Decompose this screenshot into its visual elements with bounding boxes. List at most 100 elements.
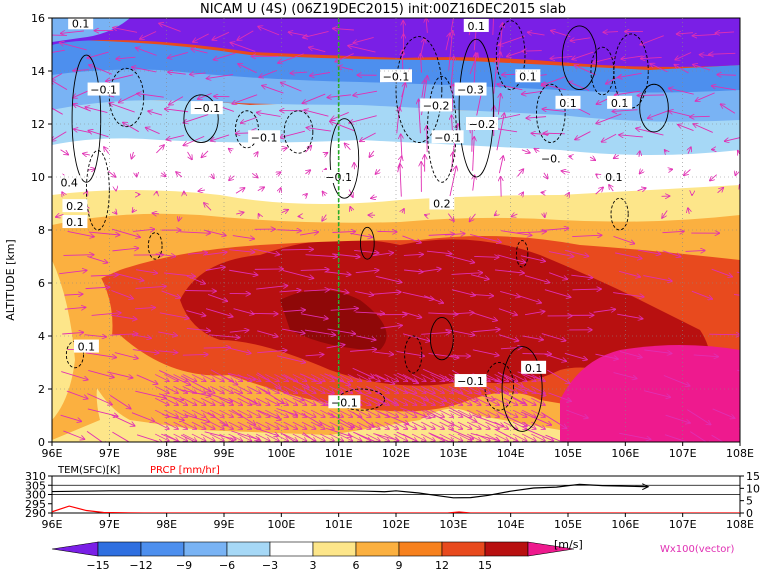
wind-vector: [374, 352, 393, 354]
x-tick-label: 99E: [214, 447, 235, 460]
wind-vector: [322, 214, 326, 222]
contour-label-bg: [454, 374, 487, 388]
contour-label: −0.1: [251, 131, 278, 144]
wind-vector: [451, 389, 478, 401]
wind-vector: [637, 188, 647, 191]
chart-title: NICAM U (4S) (06Z19DEC2015) init:00Z16DE…: [200, 2, 566, 17]
colorbar-box: [183, 541, 228, 557]
wind-vector: [235, 188, 245, 194]
wind-vector: [237, 374, 252, 381]
wind-vector: [516, 232, 546, 233]
wind-vector: [200, 385, 215, 393]
wind-vector: [332, 231, 355, 232]
wind-vector: [421, 409, 435, 417]
wind-vector: [619, 135, 643, 137]
contour-label: −0.2: [423, 99, 450, 112]
x-tick-label: 101E: [325, 447, 353, 460]
wind-vector: [420, 38, 425, 57]
wind-vector: [155, 397, 169, 405]
wind-vector: [643, 390, 670, 398]
wind-vector: [512, 397, 527, 405]
wind-vector: [531, 385, 545, 393]
wind-vector: [715, 32, 735, 33]
wind-vector: [265, 385, 279, 393]
wind-vector: [148, 111, 163, 116]
wind-vector: [496, 113, 504, 151]
wind-vector: [87, 408, 118, 416]
wind-vector: [411, 409, 426, 417]
wind-vector: [492, 18, 494, 36]
wind-vector: [255, 385, 270, 393]
y-tick-label: 4: [38, 330, 45, 343]
wind-vector: [503, 433, 518, 441]
wind-vector: [63, 430, 84, 439]
wind-vector: [445, 33, 450, 51]
wind-vector: [521, 385, 536, 393]
wind-vector: [393, 397, 408, 405]
wind-vector: [524, 311, 545, 316]
wind-vector: [73, 89, 91, 98]
wind-vector: [531, 397, 545, 405]
wind-vector: [240, 116, 258, 123]
wind-vector: [643, 275, 672, 282]
wind-vector: [366, 397, 380, 405]
wind-vector: [494, 269, 524, 273]
wind-vector: [640, 57, 662, 58]
wind-vector: [470, 274, 489, 280]
wind-vector: [155, 433, 169, 441]
surface-left-tick-label: 310: [25, 470, 46, 483]
wind-vector: [301, 374, 316, 381]
wind-vector: [457, 397, 472, 405]
wind-vector: [135, 307, 155, 308]
band-left-yellow: [52, 260, 75, 420]
wind-vector: [347, 385, 362, 393]
band-core-darkred-2: [280, 290, 387, 350]
wind-vector: [200, 421, 215, 429]
colorbar-box: [312, 541, 357, 557]
wind-vector: [450, 56, 454, 91]
wind-vector: [158, 351, 177, 353]
wind-vector: [393, 409, 408, 417]
y-tick-label: 6: [38, 277, 45, 290]
wind-vector: [329, 433, 343, 441]
contour-labels: 0.1 −0.1 −0.1 −0.1 −0.1 −0.1 −0.2 −0.1 −0.3 −0.2 0…: [56, 18, 633, 409]
wind-vector: [439, 421, 454, 429]
wind-vector: [596, 174, 598, 175]
wind-vector: [237, 397, 252, 405]
wind-vector: [237, 433, 252, 441]
wind-vector: [155, 385, 169, 393]
wind-vector: [182, 433, 197, 441]
wind-vector: [338, 433, 353, 441]
wind-vector: [306, 128, 331, 132]
surface-right-tick-label: 0: [746, 507, 753, 520]
wind-vector: [305, 255, 338, 257]
wind-vector: [469, 53, 478, 75]
wind-vector: [691, 290, 713, 299]
contour-label: 0.1: [611, 97, 629, 110]
wind-vector: [61, 371, 88, 380]
wind-vector: [421, 385, 435, 393]
contour-label: −0.1: [434, 131, 461, 144]
wind-vector: [237, 385, 252, 393]
wind-vector: [421, 397, 435, 405]
wind-vector: [302, 93, 326, 103]
wind-vector: [421, 332, 450, 334]
wind-vector: [430, 374, 444, 381]
wind-vector: [476, 409, 490, 417]
wind-vector: [246, 397, 261, 405]
wind-vector: [187, 151, 193, 160]
surface-left-label: TEM(SFC)[K]: [57, 465, 120, 476]
wind-vector: [276, 355, 305, 363]
wind-vector: [305, 145, 312, 153]
x-tick-label: 102E: [382, 447, 410, 460]
wind-vector: [166, 135, 184, 139]
wind-vector: [176, 172, 183, 178]
surface-x-tick-label: 103E: [439, 518, 467, 531]
wind-vector: [283, 433, 298, 441]
wind-vector: [310, 421, 325, 429]
wind-vector: [485, 409, 499, 417]
wind-vector: [566, 409, 588, 418]
wind-vector: [115, 273, 144, 280]
wind-vector: [52, 73, 63, 82]
